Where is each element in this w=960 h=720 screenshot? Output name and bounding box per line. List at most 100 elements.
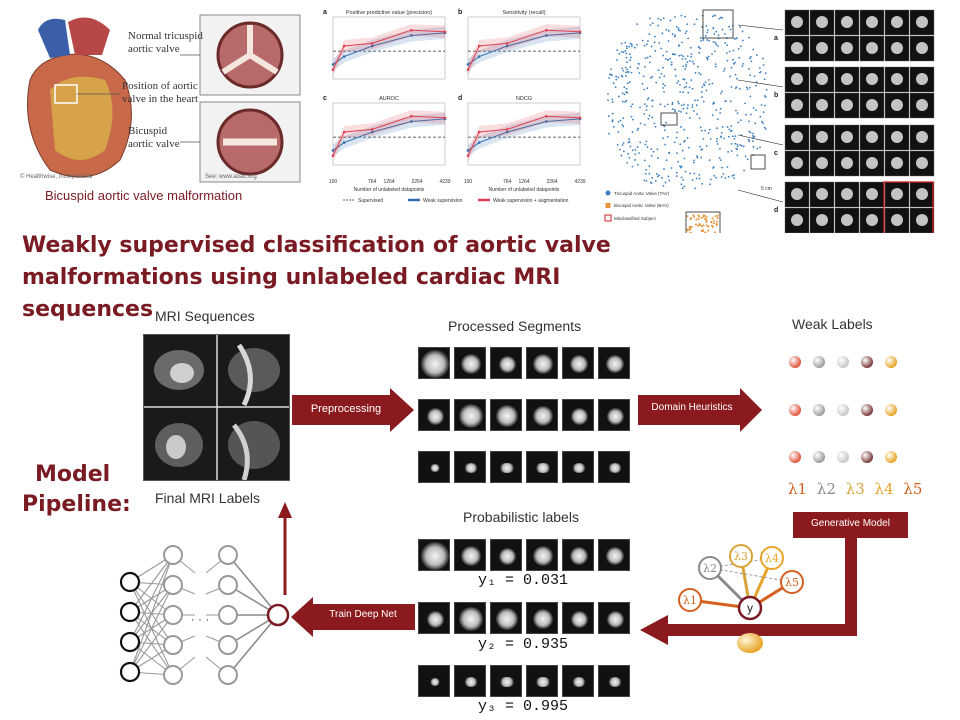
tav-point: [686, 137, 689, 139]
x-tick: 1264: [518, 179, 529, 185]
thumb-blob: [916, 157, 928, 169]
tav-point: [729, 28, 732, 31]
tav-point: [626, 61, 628, 64]
tav-point: [620, 74, 623, 77]
segment-tile: [454, 347, 486, 379]
tav-point: [695, 104, 698, 107]
tav-point: [698, 72, 701, 74]
tav-point: [628, 81, 631, 83]
tav-point: [643, 123, 646, 126]
tav-point: [617, 131, 620, 133]
tav-point: [700, 91, 703, 94]
tav-point: [688, 86, 691, 89]
tav-point: [683, 128, 686, 131]
thumb-tile: [859, 9, 885, 36]
tav-point: [733, 38, 736, 40]
connector-line: [737, 134, 784, 146]
tav-point: [628, 138, 630, 140]
thumb-tile: [809, 35, 835, 62]
x-tick: 764: [368, 179, 377, 185]
tav-point: [705, 145, 708, 147]
tav-point: [676, 131, 679, 134]
nn-output-node: [266, 603, 290, 627]
tav-point: [714, 63, 717, 66]
lambda-node-label: λ2: [703, 562, 717, 575]
tav-point: [710, 178, 712, 181]
tav-point: [620, 154, 623, 157]
tav-point: [730, 125, 733, 128]
segment-blob: [572, 677, 586, 687]
weak-label-ball: [837, 356, 849, 368]
tav-point: [658, 174, 661, 177]
tav-point: [755, 84, 757, 87]
lambda-node: [780, 570, 804, 594]
tav-point: [638, 72, 641, 74]
thumb-tile: [809, 92, 835, 119]
tav-point: [631, 45, 633, 48]
tav-point: [625, 56, 628, 59]
tav-point: [677, 29, 680, 31]
tav-point: [668, 151, 671, 154]
connector-line: [737, 24, 784, 31]
tav-point: [644, 57, 647, 60]
bav-point: [705, 216, 708, 219]
thumb-tile: [884, 9, 910, 36]
prob-segment-tile: [562, 602, 594, 634]
tav-point: [700, 129, 703, 132]
tav-point: [738, 56, 741, 59]
data-point: [370, 42, 374, 45]
tav-point: [762, 57, 764, 60]
tav-point: [748, 130, 751, 133]
thumb-blob: [916, 73, 928, 85]
tav-point: [728, 50, 731, 53]
segment-blob: [532, 405, 554, 427]
data-point: [578, 116, 582, 120]
tav-point: [685, 82, 688, 84]
segment-blob: [532, 353, 554, 375]
tav-point: [704, 81, 707, 84]
tav-point: [671, 101, 674, 104]
bav-point: [715, 224, 718, 227]
tav-point: [616, 143, 619, 146]
tav-point: [650, 182, 653, 184]
thumb-tile: [784, 150, 810, 177]
segment-blob: [464, 463, 478, 473]
tav-point: [611, 119, 614, 121]
tav-point: [621, 124, 624, 126]
thumb-blob: [841, 214, 853, 226]
thumb-blob: [841, 131, 853, 143]
position-label-1: Position of aortic: [122, 80, 198, 92]
thumb-blob: [816, 214, 828, 226]
tav-point: [753, 135, 756, 138]
data-point: [466, 63, 470, 66]
tav-point: [705, 89, 708, 92]
bav-point: [705, 224, 708, 227]
segment-tile: [526, 451, 558, 483]
segment-blob: [608, 463, 622, 473]
tav-point: [741, 65, 744, 68]
tav-point: [760, 104, 763, 106]
tav-point: [680, 54, 683, 57]
tav-point: [732, 58, 734, 61]
legend-entry: Supervised: [358, 198, 383, 204]
tav-point: [653, 35, 656, 38]
tav-point: [763, 104, 766, 107]
thumb-tile: [834, 35, 860, 62]
thumb-tile: [834, 181, 860, 208]
tav-point: [663, 105, 666, 108]
tav-point: [691, 179, 694, 181]
tav-point: [624, 66, 627, 69]
bav-point: [707, 229, 710, 232]
tav-point: [687, 37, 689, 40]
tav-point: [727, 175, 730, 178]
thumb-tile: [834, 92, 860, 119]
tav-point: [682, 107, 685, 110]
data-point: [505, 44, 509, 48]
tav-point: [719, 159, 722, 162]
tav-point: [678, 102, 680, 105]
tav-point: [676, 152, 678, 154]
data-point: [466, 154, 470, 158]
tav-point: [727, 151, 730, 153]
tav-point: [682, 65, 685, 68]
tav-point: [752, 48, 755, 51]
